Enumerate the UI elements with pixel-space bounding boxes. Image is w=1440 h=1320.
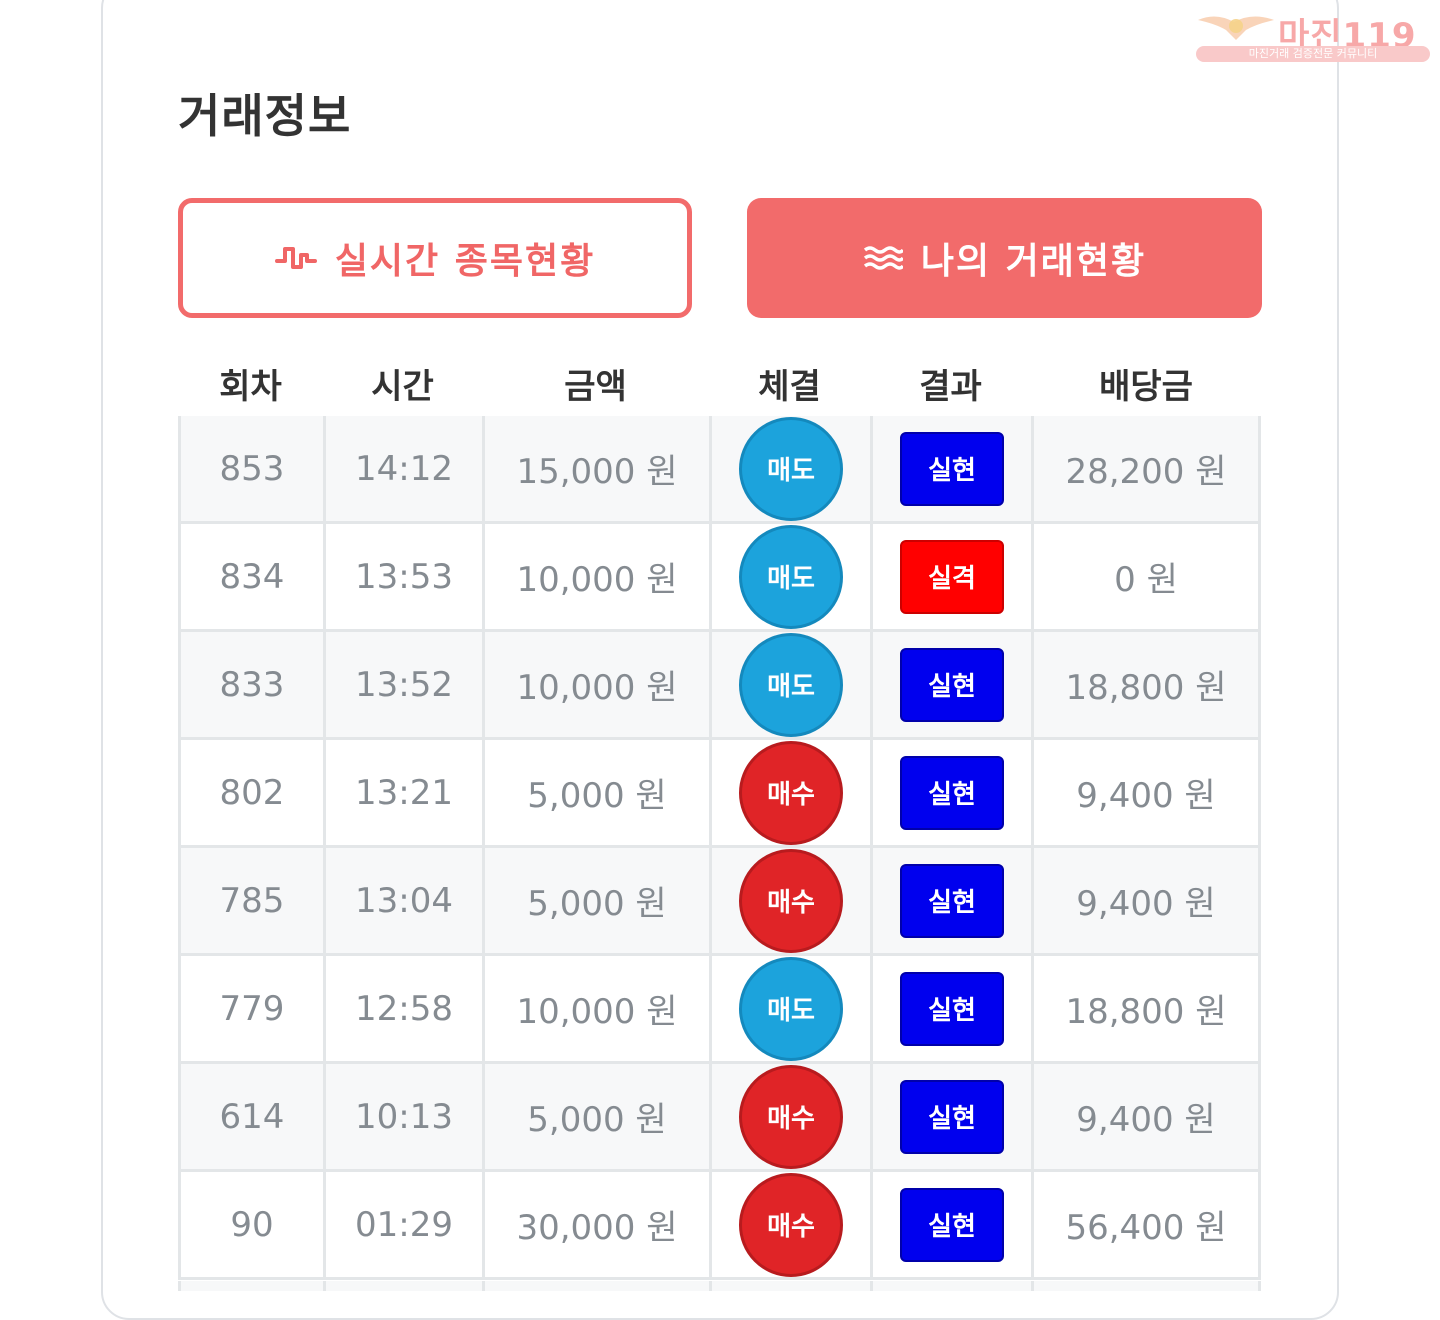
cell-time: 10:13 xyxy=(323,1064,482,1169)
side-badge: 매수 xyxy=(739,848,843,953)
cell-result: 실격 xyxy=(870,524,1031,629)
cell-round: 853 xyxy=(178,416,323,521)
cell-result: 실현 xyxy=(870,416,1031,521)
cell-time: 13:53 xyxy=(323,524,482,629)
result-badge: 실현 xyxy=(900,863,1004,938)
side-badge: 매도 xyxy=(739,956,843,1061)
cell-side: 매도 xyxy=(709,956,870,1061)
tab-my-trades-label: 나의 거래현황 xyxy=(920,241,1147,282)
cell-amount: 5,000 원 xyxy=(482,1064,709,1169)
cell-amount: 10,000 원 xyxy=(482,632,709,737)
cell-result: 실현 xyxy=(870,1172,1031,1277)
result-badge: 실현 xyxy=(900,1079,1004,1154)
result-badge: 실현 xyxy=(900,971,1004,1046)
cell-round: 834 xyxy=(178,524,323,629)
cell-payout: 28,200 원 xyxy=(1031,416,1261,521)
header-time: 시간 xyxy=(371,366,434,407)
table-row: 785 13:04 5,000 원 매수 실현 9,400 원 xyxy=(178,848,1261,956)
page-title: 거래정보 xyxy=(178,89,352,143)
cell-amount: 5,000 원 xyxy=(482,740,709,845)
cell-round: 614 xyxy=(178,1064,323,1169)
result-badge: 실현 xyxy=(900,647,1004,722)
header-amount: 금액 xyxy=(564,366,627,407)
cell-side: 매도 xyxy=(709,416,870,521)
watermark-logo: 마진119 마진거래 검증전문 커뮤니티 xyxy=(1196,8,1430,64)
cell-time: 12:58 xyxy=(323,956,482,1061)
cell-amount: 10,000 원 xyxy=(482,956,709,1061)
trade-history-table: 회차 시간 금액 체결 결과 배당금 853 14:12 15,000 원 매도 실현 2… xyxy=(178,350,1261,1280)
cell-payout: 9,400 원 xyxy=(1031,848,1261,953)
cell-amount: 15,000 원 xyxy=(482,416,709,521)
cell-side: 매도 xyxy=(709,524,870,629)
waves-icon xyxy=(863,246,903,270)
cell-payout: 9,400 원 xyxy=(1031,1064,1261,1169)
cell-round: 833 xyxy=(178,632,323,737)
side-badge: 매수 xyxy=(739,1064,843,1169)
side-badge: 매도 xyxy=(739,416,843,521)
side-badge: 매수 xyxy=(739,1172,843,1277)
cell-side: 매수 xyxy=(709,1064,870,1169)
cell-payout: 56,400 원 xyxy=(1031,1172,1261,1277)
cell-payout: 9,400 원 xyxy=(1031,740,1261,845)
side-badge: 매수 xyxy=(739,740,843,845)
cell-time: 13:04 xyxy=(323,848,482,953)
table-row: 853 14:12 15,000 원 매도 실현 28,200 원 xyxy=(178,416,1261,524)
cell-time: 13:52 xyxy=(323,632,482,737)
cell-time: 13:21 xyxy=(323,740,482,845)
table-row: 779 12:58 10,000 원 매도 실현 18,800 원 xyxy=(178,956,1261,1064)
result-badge: 실현 xyxy=(900,755,1004,830)
table-row: 834 13:53 10,000 원 매도 실격 0 원 xyxy=(178,524,1261,632)
cell-side: 매수 xyxy=(709,848,870,953)
cell-result: 실현 xyxy=(870,956,1031,1061)
cell-payout: 0 원 xyxy=(1031,524,1261,629)
cell-side: 매수 xyxy=(709,1172,870,1277)
header-result: 결과 xyxy=(919,366,982,407)
eagle-emblem-icon xyxy=(1198,16,1274,40)
cell-round: 90 xyxy=(178,1172,323,1277)
cell-time: 01:29 xyxy=(323,1172,482,1277)
watermark-tagline: 마진거래 검증전문 커뮤니티 xyxy=(1196,46,1430,62)
tab-live-label: 실시간 종목현황 xyxy=(334,241,596,282)
table-body: 853 14:12 15,000 원 매도 실현 28,200 원 834 13:53 10,0… xyxy=(178,416,1261,1280)
table-row: 614 10:13 5,000 원 매수 실현 9,400 원 xyxy=(178,1064,1261,1172)
table-row: 833 13:52 10,000 원 매도 실현 18,800 원 xyxy=(178,632,1261,740)
cell-result: 실현 xyxy=(870,1064,1031,1169)
cell-amount: 5,000 원 xyxy=(482,848,709,953)
cell-round: 779 xyxy=(178,956,323,1061)
side-badge: 매도 xyxy=(739,524,843,629)
table-row: 802 13:21 5,000 원 매수 실현 9,400 원 xyxy=(178,740,1261,848)
side-badge: 매도 xyxy=(739,632,843,737)
cell-side: 매수 xyxy=(709,740,870,845)
pulse-icon xyxy=(274,247,317,269)
table-row: 90 01:29 30,000 원 매수 실현 56,400 원 xyxy=(178,1172,1261,1280)
tab-live-status-button[interactable]: 실시간 종목현황 xyxy=(178,198,692,318)
table-row-partial xyxy=(178,1281,1261,1291)
cell-time: 14:12 xyxy=(323,416,482,521)
header-side: 체결 xyxy=(758,366,821,407)
cell-round: 802 xyxy=(178,740,323,845)
header-round: 회차 xyxy=(219,366,282,407)
result-badge: 실현 xyxy=(900,1187,1004,1262)
cell-result: 실현 xyxy=(870,632,1031,737)
result-badge: 실격 xyxy=(900,539,1004,614)
cell-amount: 10,000 원 xyxy=(482,524,709,629)
cell-payout: 18,800 원 xyxy=(1031,632,1261,737)
cell-side: 매도 xyxy=(709,632,870,737)
result-badge: 실현 xyxy=(900,431,1004,506)
cell-payout: 18,800 원 xyxy=(1031,956,1261,1061)
cell-result: 실현 xyxy=(870,848,1031,953)
cell-amount: 30,000 원 xyxy=(482,1172,709,1277)
table-header: 회차 시간 금액 체결 결과 배당금 xyxy=(178,350,1261,416)
cell-round: 785 xyxy=(178,848,323,953)
header-payout: 배당금 xyxy=(1099,366,1193,407)
cell-result: 실현 xyxy=(870,740,1031,845)
tab-my-trades-button[interactable]: 나의 거래현황 xyxy=(747,198,1262,318)
